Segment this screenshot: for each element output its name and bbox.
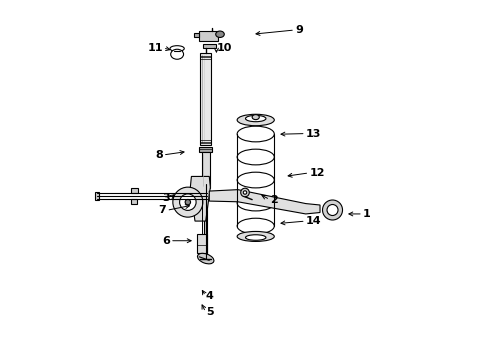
Ellipse shape: [171, 49, 184, 59]
Circle shape: [241, 188, 249, 197]
Text: 6: 6: [162, 236, 170, 246]
Bar: [203, 44, 216, 48]
Bar: [200, 53, 211, 145]
Polygon shape: [190, 176, 210, 221]
Bar: [202, 152, 210, 188]
Circle shape: [185, 199, 191, 205]
Ellipse shape: [170, 46, 184, 51]
Circle shape: [173, 187, 203, 217]
Text: 7: 7: [159, 205, 167, 215]
Circle shape: [327, 204, 338, 216]
Ellipse shape: [252, 114, 259, 120]
Ellipse shape: [245, 235, 266, 240]
Bar: [199, 147, 213, 152]
Circle shape: [244, 191, 246, 194]
Text: 12: 12: [309, 168, 325, 178]
Bar: [131, 188, 138, 193]
Text: 2: 2: [270, 195, 278, 204]
Ellipse shape: [216, 31, 224, 37]
Circle shape: [180, 194, 196, 210]
Bar: [131, 199, 137, 204]
Text: 9: 9: [295, 25, 303, 35]
Bar: [95, 192, 98, 201]
Text: 14: 14: [306, 216, 321, 226]
Text: 8: 8: [155, 150, 163, 160]
Text: 1: 1: [363, 209, 370, 219]
Ellipse shape: [237, 231, 274, 242]
Ellipse shape: [245, 116, 266, 122]
Bar: [197, 234, 207, 253]
Text: 10: 10: [217, 43, 232, 53]
Text: 5: 5: [206, 307, 213, 317]
Ellipse shape: [197, 253, 214, 264]
Text: 3: 3: [162, 193, 170, 203]
Text: 4: 4: [206, 291, 214, 301]
Bar: [194, 33, 199, 37]
Ellipse shape: [237, 114, 274, 126]
Bar: [204, 188, 207, 259]
Text: 13: 13: [306, 129, 321, 139]
Circle shape: [322, 200, 343, 220]
Polygon shape: [209, 190, 320, 214]
Bar: [198, 31, 218, 41]
Text: 11: 11: [147, 43, 163, 53]
